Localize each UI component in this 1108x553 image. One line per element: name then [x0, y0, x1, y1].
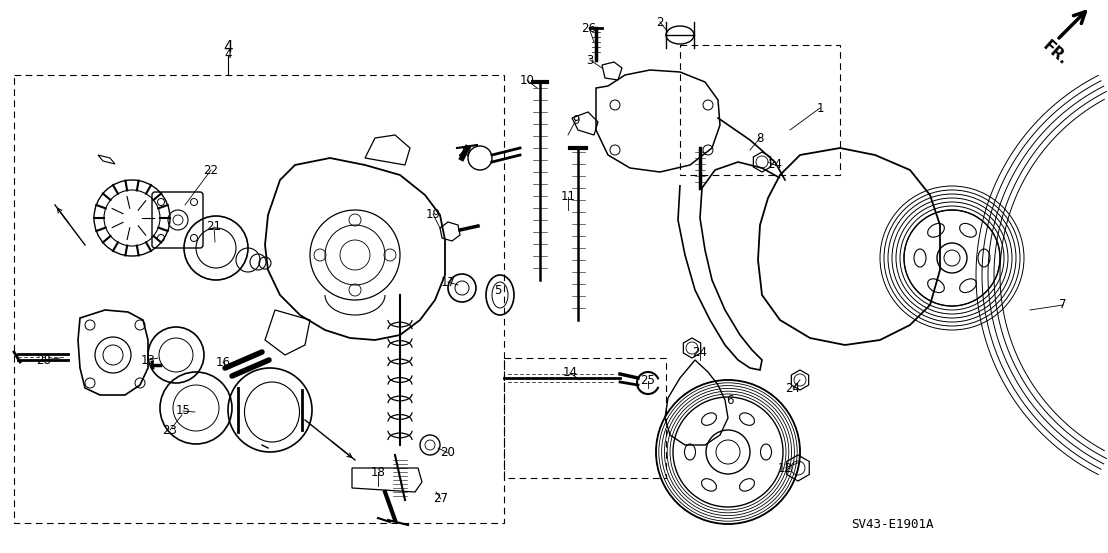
Text: 6: 6 — [726, 394, 733, 406]
Text: 14: 14 — [563, 367, 577, 379]
Text: 25: 25 — [640, 374, 656, 388]
Text: 4: 4 — [224, 49, 232, 61]
Text: 5: 5 — [494, 284, 502, 296]
Text: 3: 3 — [586, 54, 594, 66]
Text: 28: 28 — [37, 353, 51, 367]
Text: 1: 1 — [817, 102, 823, 114]
Text: 11: 11 — [561, 190, 575, 204]
Text: 18: 18 — [370, 466, 386, 478]
Text: 10: 10 — [520, 74, 534, 86]
Text: 22: 22 — [204, 164, 218, 176]
Text: FR.: FR. — [1040, 38, 1070, 68]
Text: 27: 27 — [458, 147, 472, 159]
Text: 24: 24 — [786, 382, 800, 394]
Text: 2: 2 — [656, 15, 664, 29]
Text: 19: 19 — [425, 207, 441, 221]
Text: 9: 9 — [572, 113, 579, 127]
Text: 21: 21 — [206, 221, 222, 233]
Text: 16: 16 — [215, 356, 230, 368]
Text: 23: 23 — [163, 424, 177, 436]
Text: 13: 13 — [141, 353, 155, 367]
Bar — [504, 358, 666, 478]
Text: 15: 15 — [175, 404, 191, 418]
Text: 17: 17 — [441, 275, 455, 289]
Text: SV43-E1901A: SV43-E1901A — [851, 518, 933, 530]
Text: 7: 7 — [1059, 299, 1067, 311]
Text: 27: 27 — [433, 493, 449, 505]
Text: 8: 8 — [757, 132, 763, 144]
Bar — [680, 45, 840, 175]
Bar — [14, 75, 504, 523]
Text: 24: 24 — [692, 346, 708, 358]
Text: 20: 20 — [441, 446, 455, 460]
Text: 26: 26 — [582, 22, 596, 34]
Text: 24: 24 — [768, 159, 782, 171]
Text: 4: 4 — [223, 40, 233, 55]
Text: 12: 12 — [778, 462, 792, 474]
